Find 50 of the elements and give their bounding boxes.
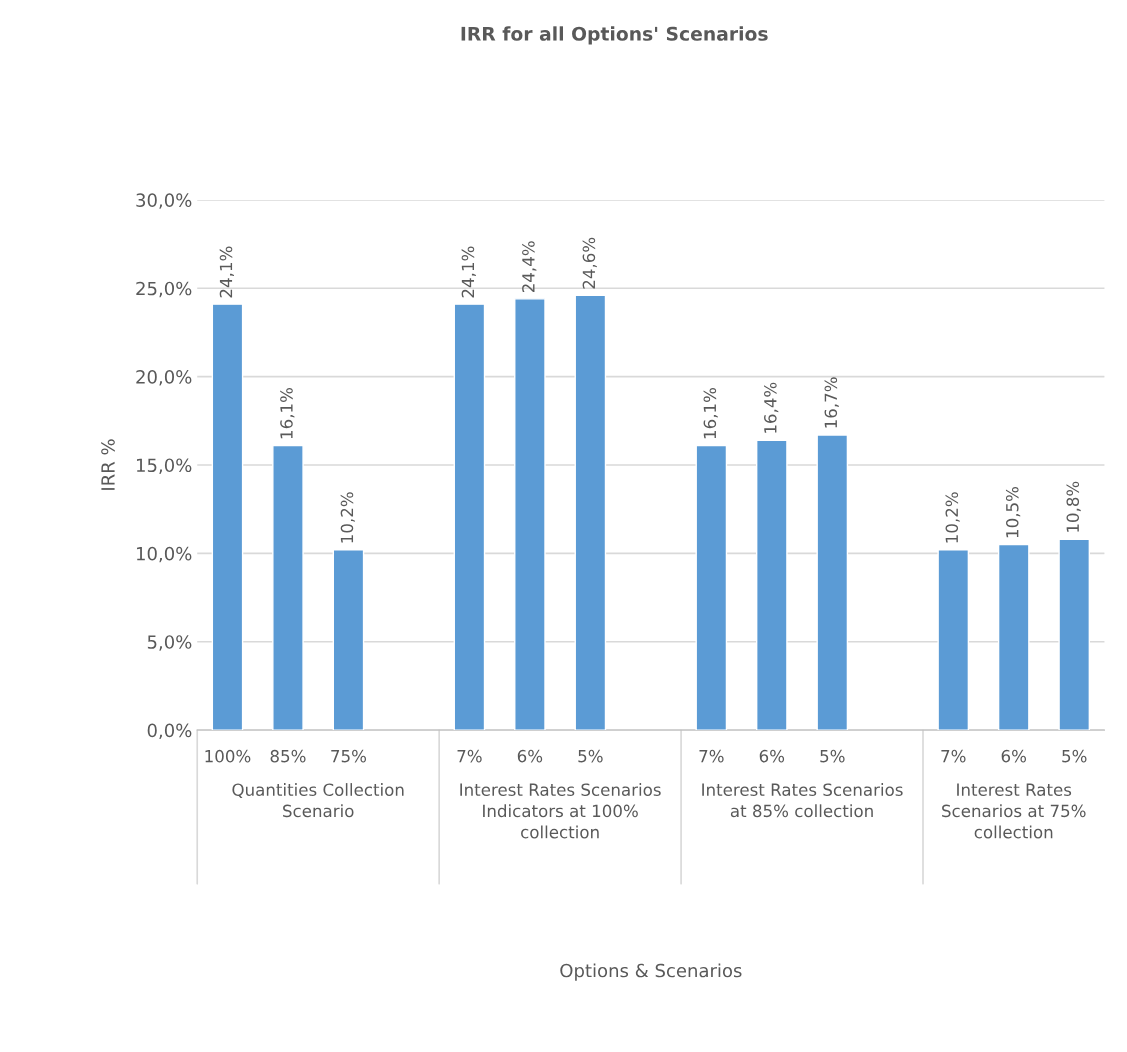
data-label: 16,1% <box>703 387 718 439</box>
text: Interest Rates Scenarios at 85% collection <box>702 783 903 818</box>
data-label: 24,6% <box>582 237 597 289</box>
x-tick-label: 6% <box>1001 749 1027 763</box>
bar <box>937 549 970 731</box>
x-tick-label: 6% <box>759 749 785 763</box>
text: Quantities Collection Scenario <box>232 783 404 818</box>
bar <box>816 434 849 731</box>
x-tick-label: 5% <box>1062 749 1087 763</box>
bar <box>211 303 244 731</box>
y-axis-title: IRR % <box>101 439 115 490</box>
data-label: 10,5% <box>1005 486 1021 538</box>
data-label: 16,4% <box>764 382 779 433</box>
bar <box>1058 538 1091 731</box>
data-label: 24,1% <box>219 246 234 298</box>
y-tick-label: 10,0% <box>136 546 192 563</box>
data-label: 16,1% <box>280 387 295 439</box>
text: Interest Rates Scenarios Indicators at 100% collection <box>460 783 661 839</box>
y-tick-label: 0,0% <box>147 723 192 740</box>
x-tick-label: 85% <box>270 749 306 763</box>
x-tick-label: 7% <box>941 749 966 763</box>
data-label: 10,8% <box>1066 481 1081 532</box>
y-tick-label: 20,0% <box>136 370 192 386</box>
x-tick-label: 6% <box>517 749 543 763</box>
text: Interest Rates Scenarios at 75% collection <box>942 783 1086 839</box>
bar <box>755 439 788 731</box>
bar <box>453 303 486 731</box>
data-label: 10,2% <box>945 492 960 543</box>
x-tick-label: 100% <box>205 749 251 763</box>
x-tick-label: 5% <box>820 749 845 763</box>
x-tick-label: 7% <box>699 749 724 763</box>
bar <box>332 549 365 731</box>
y-tick-label: 15,0% <box>136 458 192 474</box>
y-tick-label: 5,0% <box>147 635 192 651</box>
bar <box>574 294 607 731</box>
data-label: 16,7% <box>824 377 839 428</box>
data-label: 24,1% <box>461 246 476 298</box>
x-tick-label: 5% <box>578 749 603 763</box>
x-tick-label: 7% <box>457 749 482 763</box>
bar <box>695 444 728 731</box>
y-tick-label: 30,0% <box>136 193 192 209</box>
chart-title: IRR for all Options' Scenarios <box>461 26 768 45</box>
x-tick-label: 75% <box>331 749 367 763</box>
bar <box>997 543 1030 731</box>
data-label: 24,4% <box>522 241 537 293</box>
data-label: 10,2% <box>340 492 355 543</box>
text: Options & Scenarios <box>560 963 742 981</box>
y-tick-label: 25,0% <box>136 281 192 298</box>
bar <box>514 298 546 731</box>
bar <box>272 444 304 731</box>
